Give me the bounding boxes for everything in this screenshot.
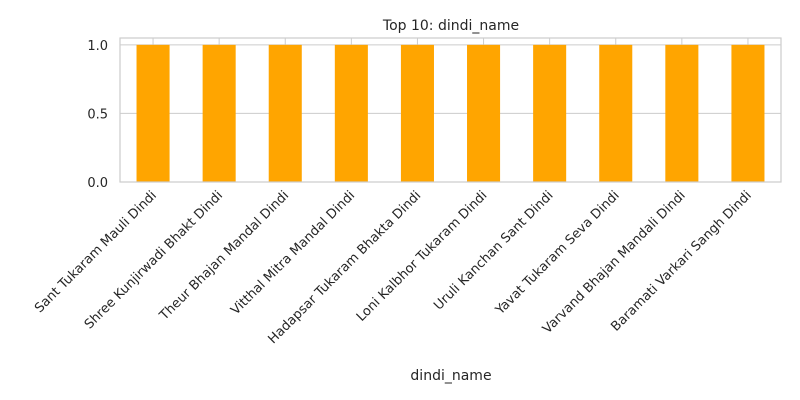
x-tick-label: Shree Kunjirwadi Bhakt Dindi: [82, 188, 226, 332]
x-tick-label: Vitthal Mitra Mandal Dindi: [228, 188, 358, 318]
plot-frame: [119, 37, 782, 183]
bar: [268, 44, 302, 182]
bar: [731, 44, 765, 182]
bar: [599, 44, 633, 182]
x-axis-label: dindi_name: [410, 368, 491, 384]
x-tick-label: Uruli Kanchan Sant Dindi: [431, 188, 556, 313]
x-tick-label: Sant Tukaram Mauli Dindi: [32, 188, 160, 316]
y-tick-label: 0.5: [87, 107, 108, 122]
chart-title: Top 10: dindi_name: [382, 18, 519, 34]
bars-group: [136, 44, 765, 182]
x-tick-label: Varvand Bhajan Mandali Dindi: [540, 188, 689, 337]
y-tick-label: 1.0: [87, 39, 108, 54]
x-tick-label: Theur Bhajan Mandal Dindi: [156, 188, 292, 324]
bar: [467, 44, 501, 182]
bar: [533, 44, 567, 182]
y-tick-labels: 0.0 0.5 1.0: [87, 39, 108, 191]
bar: [665, 44, 699, 182]
x-tick-label: Loni Kalbhor Tukaram Dindi: [354, 188, 491, 325]
bar: [400, 44, 434, 182]
y-tick-label: 0.0: [87, 176, 108, 191]
bar: [136, 44, 170, 182]
x-tick-label: Baramati Varkari Sangh Dindi: [608, 188, 754, 334]
x-tick-label: Yavat Tukaram Seva Dindi: [492, 188, 622, 318]
bar: [334, 44, 368, 182]
bar: [202, 44, 236, 182]
